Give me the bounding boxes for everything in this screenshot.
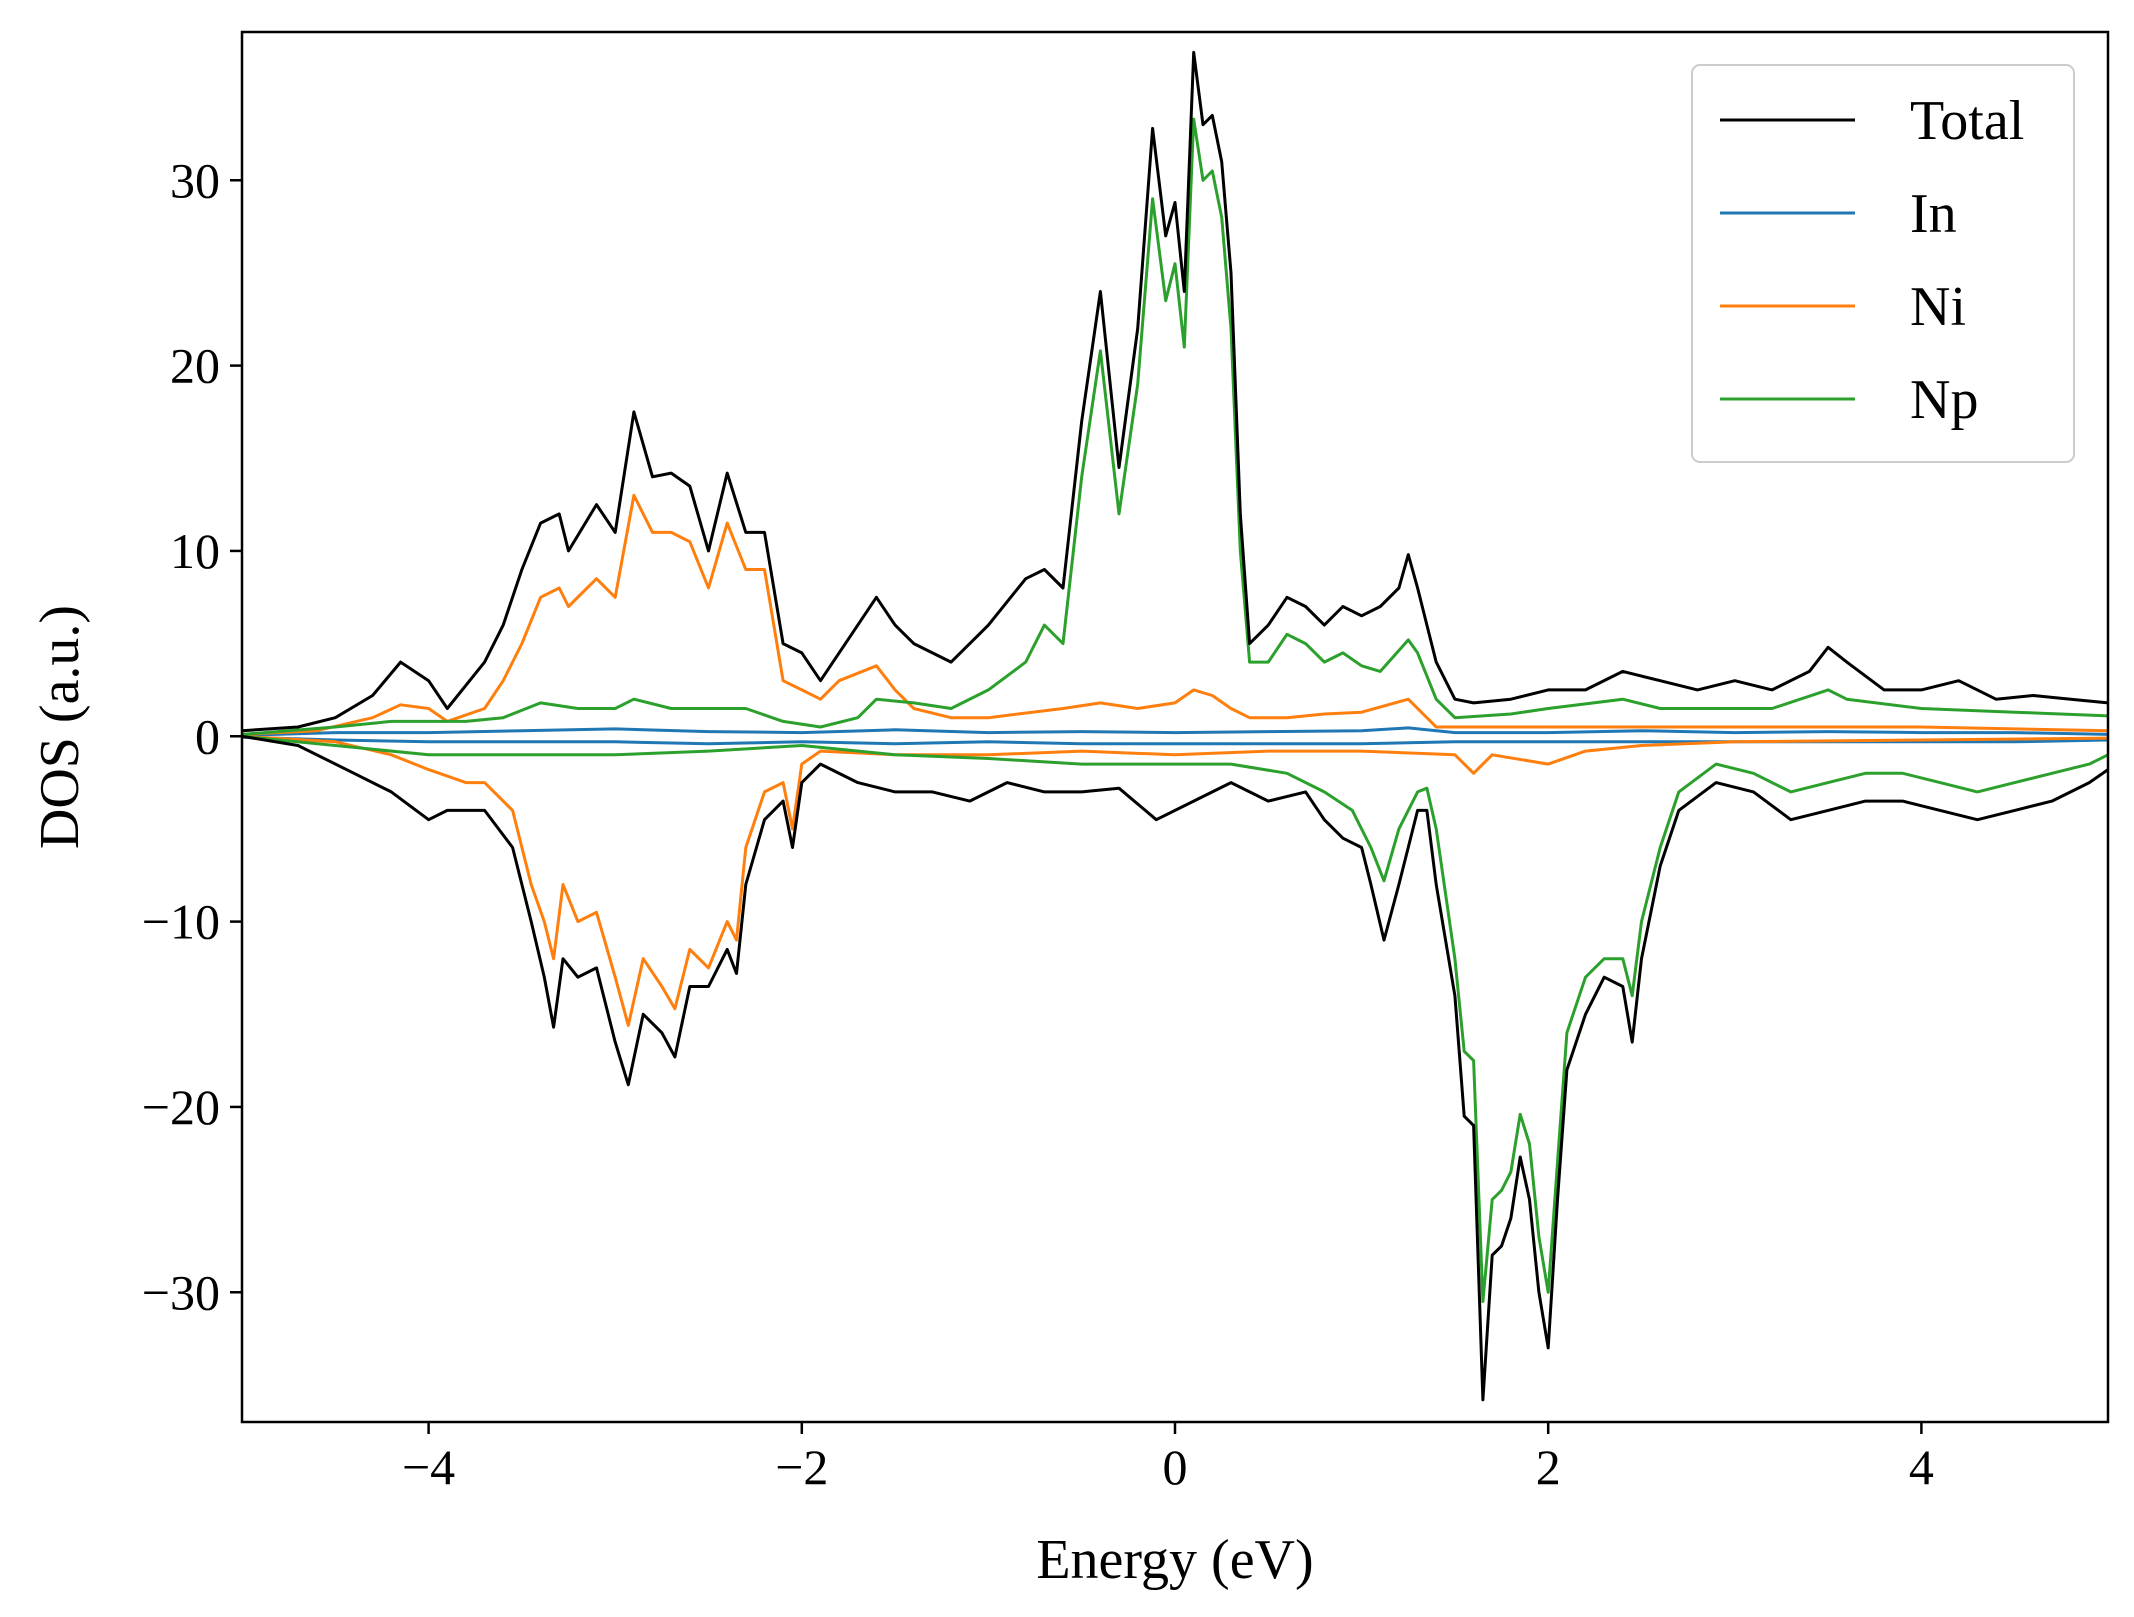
legend-label-in: In bbox=[1910, 183, 1957, 245]
y-tick-label: 10 bbox=[170, 523, 220, 579]
series-line-np-down bbox=[241, 734, 2109, 1303]
legend-label-total: Total bbox=[1910, 90, 2024, 152]
legend-label-np: Np bbox=[1910, 369, 1978, 431]
y-tick-label: −10 bbox=[142, 894, 220, 950]
series-line-np-up bbox=[241, 117, 2109, 736]
x-tick-label: −2 bbox=[775, 1439, 828, 1495]
x-tick-label: 2 bbox=[1536, 1439, 1561, 1495]
x-tick-label: −4 bbox=[402, 1439, 455, 1495]
legend: Total In Ni Np bbox=[1691, 64, 2075, 463]
x-tick-label: 0 bbox=[1163, 1439, 1188, 1495]
y-axis-label: DOS (a.u.) bbox=[29, 605, 91, 849]
series-line-ni-up bbox=[241, 493, 2109, 736]
x-axis-label: Energy (eV) bbox=[1036, 1529, 1313, 1591]
y-tick-label: 30 bbox=[170, 152, 220, 208]
legend-label-ni: Ni bbox=[1910, 276, 1966, 338]
series-line-ni-down bbox=[241, 734, 2109, 1027]
series-layer bbox=[241, 50, 2109, 1402]
series-line-in-up bbox=[241, 726, 2109, 737]
y-tick-label: 20 bbox=[170, 338, 220, 394]
series-line-total-down bbox=[241, 734, 2109, 1402]
x-tick-label: 4 bbox=[1909, 1439, 1934, 1495]
y-tick-label: 0 bbox=[195, 708, 220, 764]
y-tick-label: −30 bbox=[142, 1264, 220, 1320]
legend-box bbox=[1691, 64, 2075, 463]
y-tick-label: −20 bbox=[142, 1079, 220, 1135]
series-line-total-up bbox=[241, 50, 2109, 733]
